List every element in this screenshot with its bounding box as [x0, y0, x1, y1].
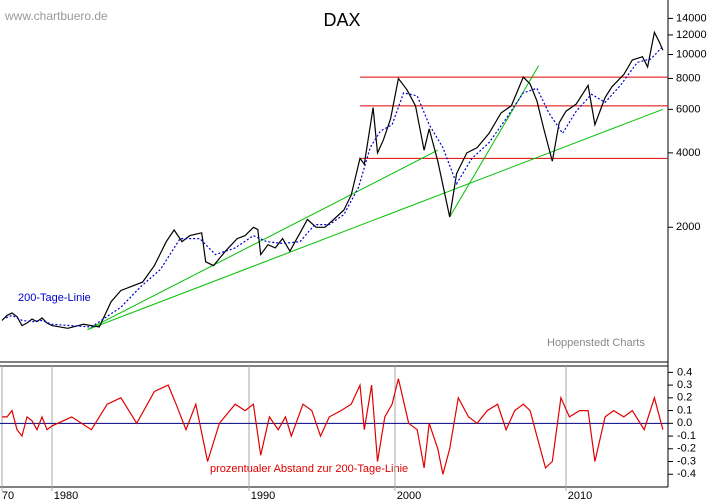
legend-label: 200-Tage-Linie [18, 292, 91, 304]
trend-line [87, 149, 439, 331]
y-tick-label: 6000 [676, 103, 700, 115]
y-tick-label: 0.2 [677, 392, 692, 404]
y-tick-label: 0.4 [677, 366, 692, 378]
x-tick-label: 2010 [568, 490, 592, 502]
chart-title: DAX [323, 10, 360, 30]
y-tick-label: 14000 [676, 12, 707, 24]
x-tick-label: 2000 [397, 490, 421, 502]
x-tick-label: 1980 [54, 490, 78, 502]
y-tick-label: 4000 [676, 147, 700, 159]
x-tick-label: 1990 [251, 490, 275, 502]
series-line [1, 30, 664, 329]
source: www.chartbuero.de [4, 9, 108, 23]
y-tick-label: 8000 [676, 72, 700, 84]
y-tick-label: 0.3 [677, 379, 692, 391]
series-line [5, 45, 664, 328]
y-tick-label: 12000 [676, 29, 707, 41]
trend-line [449, 65, 540, 218]
y-tick-label: 2000 [676, 221, 700, 233]
panel-title: prozentualer Abstand zur 200-Tage-Linie [210, 463, 408, 475]
series-line [2, 378, 664, 475]
y-tick-label: -0.1 [677, 430, 696, 442]
y-tick-label: 10000 [676, 48, 707, 60]
y-tick-label: 0.0 [677, 417, 692, 429]
credit: Hoppenstedt Charts [547, 337, 645, 349]
x-tick-label: 70 [2, 490, 14, 502]
trend-line [87, 108, 664, 331]
y-tick-label: 0.1 [677, 404, 692, 416]
y-tick-label: -0.4 [677, 468, 696, 480]
y-tick-label: -0.3 [677, 455, 696, 467]
y-tick-label: -0.2 [677, 443, 696, 455]
